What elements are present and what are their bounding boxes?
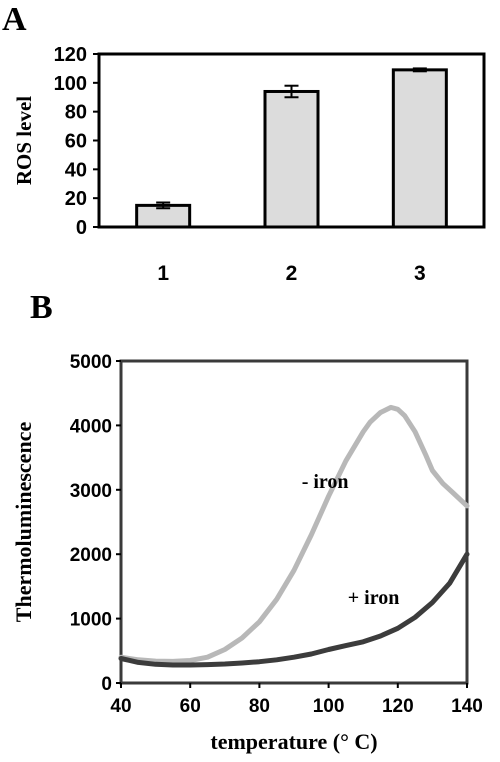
x-category-label: 2 — [286, 262, 298, 285]
x-category-label: 3 — [414, 262, 426, 285]
x-tick-label: 100 — [313, 696, 345, 717]
y-tick-label: 4000 — [70, 416, 112, 437]
y-tick-label: 100 — [54, 73, 87, 95]
y-tick-label: 2000 — [70, 545, 112, 566]
series-label-plus-iron: + iron — [348, 587, 400, 609]
x-tick-label: 60 — [180, 696, 201, 717]
y-tick-label: 0 — [101, 674, 112, 695]
x-tick-label: 40 — [110, 696, 131, 717]
panel-b-chart: - iron + iron 0 1000 2000 3000 4000 5000 40 60 80 1… — [11, 352, 483, 754]
x-tick-label: 80 — [249, 696, 270, 717]
x-tick-label: 120 — [382, 696, 414, 717]
y-tick-label: 120 — [54, 44, 87, 66]
y-tick-label: 0 — [76, 217, 87, 239]
y-tick-label: 5000 — [70, 352, 112, 373]
y-tick-label: 60 — [65, 131, 87, 153]
x-axis-label: temperature (° C) — [210, 729, 377, 754]
y-tick-label: 80 — [65, 102, 87, 124]
y-tick-label: 20 — [65, 188, 87, 210]
y-axis-label: ROS level — [12, 96, 36, 185]
series-label-minus-iron: - iron — [302, 471, 349, 493]
y-axis-label: Thermoluminescence — [11, 422, 36, 623]
panel-a-label: A — [2, 1, 27, 38]
series-line-minus-iron — [118, 404, 470, 664]
panel-b-label: B — [30, 289, 53, 326]
x-tick-label: 140 — [451, 696, 483, 717]
y-tick-label: 3000 — [70, 481, 112, 502]
x-category-label: 1 — [157, 262, 169, 285]
panel-b-frame — [119, 359, 469, 685]
panel-a-chart: 0 20 40 60 80 100 120 ROS level 1 2 3 — [12, 44, 486, 285]
series-line-plus-iron — [118, 551, 470, 668]
y-tick-label: 40 — [65, 159, 87, 181]
y-tick-label: 1000 — [70, 610, 112, 631]
bar-2 — [263, 89, 320, 229]
bar-3 — [391, 68, 448, 229]
